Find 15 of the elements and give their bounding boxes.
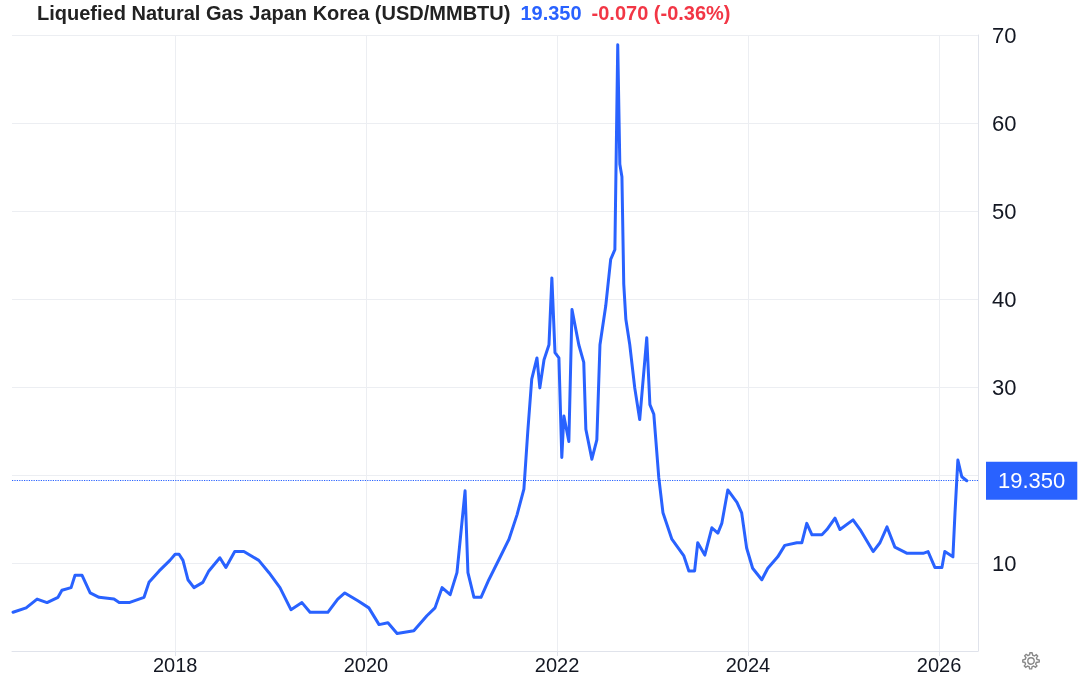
y-tick-label: 40 bbox=[992, 286, 1017, 312]
x-tick-label: 2024 bbox=[725, 654, 771, 675]
y-tick-label: 10 bbox=[992, 550, 1017, 576]
y-tick-label: 70 bbox=[992, 22, 1017, 48]
chart-title: Liquefied Natural Gas Japan Korea (USD/MMBTU) bbox=[37, 2, 511, 24]
x-tick-label: 2020 bbox=[343, 654, 389, 675]
x-tick-label: 2018 bbox=[152, 654, 198, 675]
y-tick-label: 30 bbox=[992, 374, 1017, 400]
text: -0.070 (-0.36%) bbox=[591, 2, 731, 24]
text: 19.350 bbox=[520, 2, 582, 24]
ref-line-label: 19.350 bbox=[998, 468, 1066, 494]
y-tick-label: 60 bbox=[992, 110, 1017, 136]
x-tick-label: 2022 bbox=[534, 654, 580, 675]
x-tick-label: 2026 bbox=[916, 654, 962, 675]
y-tick-label: 50 bbox=[992, 198, 1017, 224]
